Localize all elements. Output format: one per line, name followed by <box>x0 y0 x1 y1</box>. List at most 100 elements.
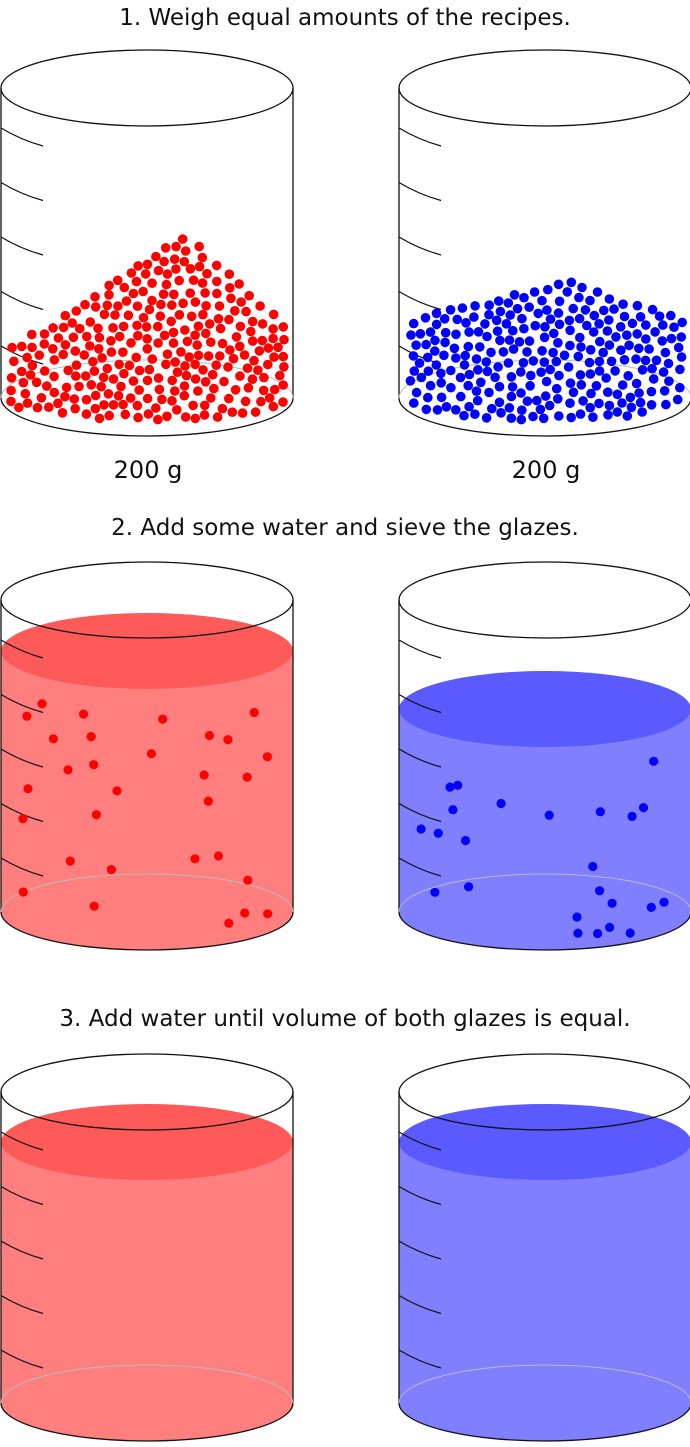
glaze-particle <box>554 371 564 381</box>
glaze-particle <box>268 334 278 344</box>
glaze-particle <box>576 370 586 380</box>
glaze-particle <box>88 357 98 367</box>
glaze-particle <box>637 407 647 417</box>
glaze-particle <box>586 389 596 399</box>
glaze-particle <box>526 371 536 381</box>
glaze-particle <box>244 291 254 301</box>
glaze-particle <box>566 413 576 423</box>
glaze-particle <box>50 355 60 365</box>
glaze-particle <box>236 297 246 307</box>
glaze-particle <box>525 381 535 391</box>
glaze-particle <box>461 836 470 845</box>
glaze-particle <box>109 400 119 410</box>
glaze-particle <box>38 699 47 708</box>
glaze-particle <box>132 321 142 331</box>
glaze-particle <box>634 344 644 354</box>
glaze-particle <box>575 314 585 324</box>
glaze-particle <box>442 402 452 412</box>
glaze-particle <box>508 382 518 392</box>
glaze-particle <box>28 361 38 371</box>
glaze-particle <box>143 394 153 404</box>
glaze-particle <box>154 266 164 276</box>
glaze-particle <box>675 383 685 393</box>
glaze-particle <box>417 824 426 833</box>
glaze-particle <box>647 387 657 397</box>
glaze-particle <box>494 296 504 306</box>
glaze-particle <box>524 302 534 312</box>
glaze-particle <box>549 329 559 339</box>
glaze-particle <box>67 318 77 328</box>
glaze-particle <box>236 322 246 332</box>
glaze-particle <box>127 268 137 278</box>
glaze-particle <box>139 313 149 323</box>
glaze-particle <box>595 357 605 367</box>
glaze-particle <box>248 374 258 384</box>
glaze-particle <box>194 351 204 361</box>
glaze-particle <box>192 340 202 350</box>
glaze-particle <box>461 318 471 328</box>
glaze-particle <box>648 305 658 315</box>
glaze-particle <box>543 285 553 295</box>
glaze-particle <box>235 342 245 352</box>
glaze-particle <box>258 319 268 329</box>
glaze-particle <box>480 319 490 329</box>
glaze-particle <box>641 356 651 366</box>
glaze-particle <box>19 378 29 388</box>
glaze-particle <box>505 403 515 413</box>
glaze-particle <box>132 277 142 287</box>
glaze-particle <box>225 269 235 279</box>
glaze-particle <box>421 340 431 350</box>
glaze-particle <box>143 260 153 270</box>
glaze-particle <box>605 340 615 350</box>
glaze-particle <box>69 333 79 343</box>
glaze-particle <box>166 317 176 327</box>
glaze-particle <box>70 404 80 414</box>
glaze-particle <box>95 333 105 343</box>
glaze-particle <box>565 398 575 408</box>
glaze-particle <box>82 409 92 419</box>
glaze-particle <box>667 334 677 344</box>
glaze-particle <box>70 394 80 404</box>
glaze-particle <box>175 310 185 320</box>
glaze-particle <box>441 328 451 338</box>
glaze-particle <box>565 326 575 336</box>
glaze-particle <box>603 410 613 420</box>
glaze-particle <box>107 347 117 357</box>
glaze-particle <box>163 349 173 359</box>
glaze-particle <box>131 353 141 363</box>
glaze-particle <box>430 888 439 897</box>
glaze-particle <box>153 338 163 348</box>
glaze-particle <box>248 336 258 346</box>
glaze-particle <box>171 264 181 274</box>
glaze-particle <box>507 372 517 382</box>
glaze-particle <box>460 360 470 370</box>
glaze-particle <box>104 290 114 300</box>
glaze-particle <box>590 311 600 321</box>
glaze-particle <box>664 376 674 386</box>
glaze-particle <box>541 391 551 401</box>
glaze-particle <box>279 352 289 362</box>
glaze-particle <box>655 311 665 321</box>
glaze-particle <box>191 374 201 384</box>
glaze-particle <box>141 269 151 279</box>
glaze-particle <box>161 243 171 253</box>
graduation-mark <box>1 128 43 146</box>
glaze-particle <box>243 773 252 782</box>
blue-glaze-beaker-step2 <box>399 562 690 950</box>
glaze-particle <box>412 388 422 398</box>
glaze-particle <box>575 333 585 343</box>
glaze-particle <box>473 365 483 375</box>
glaze-particle <box>126 338 136 348</box>
glaze-particle <box>553 338 563 348</box>
glaze-particle <box>156 300 166 310</box>
glaze-particle <box>23 398 33 408</box>
glaze-particle <box>186 264 196 274</box>
glaze-particle <box>632 379 642 389</box>
glaze-particle <box>109 374 119 384</box>
glaze-particle <box>122 296 132 306</box>
glaze-particle <box>59 323 69 333</box>
glaze-particle <box>74 382 84 392</box>
glaze-particle <box>269 402 279 412</box>
glaze-particle <box>278 397 288 407</box>
